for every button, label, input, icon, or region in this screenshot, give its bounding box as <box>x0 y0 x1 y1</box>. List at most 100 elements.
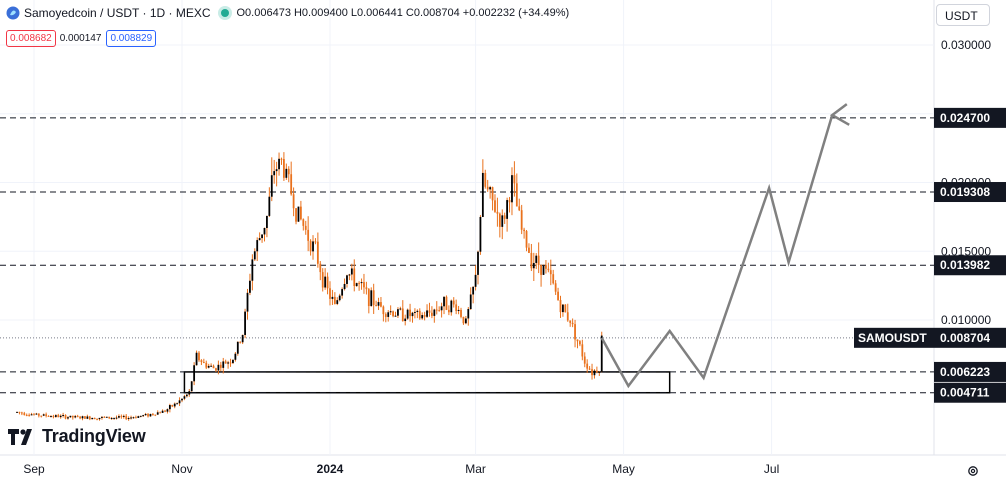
candle-body <box>428 310 431 313</box>
candle-body <box>433 309 436 316</box>
candle-body <box>88 416 91 420</box>
candle-body <box>569 320 572 323</box>
candle-body <box>299 206 302 220</box>
candle-body <box>166 409 169 412</box>
buy-price-button[interactable]: 0.008829 <box>106 30 157 47</box>
candle-body <box>547 268 550 271</box>
candle-body <box>101 416 103 418</box>
candle-body <box>118 416 120 418</box>
symbol-title[interactable]: Samoyedcoin / USDT · 1D · MEXC <box>24 6 211 20</box>
candle-body <box>462 316 465 324</box>
candle-body <box>193 365 196 382</box>
candle-body <box>35 413 38 415</box>
candle-body <box>562 304 564 313</box>
candle-body <box>416 310 419 312</box>
candle-body <box>67 417 69 419</box>
projection-layer <box>600 103 850 389</box>
candle-body <box>520 210 523 230</box>
candle-body <box>375 304 377 306</box>
candle-body <box>445 296 448 310</box>
candle-body <box>312 241 314 252</box>
candle-body <box>333 296 336 304</box>
projection-path <box>600 103 850 389</box>
candle-body <box>47 415 50 417</box>
candle-body <box>494 200 496 212</box>
candle-body <box>224 361 227 364</box>
symbol-tag-label: SAMOUSDT <box>858 331 927 345</box>
price-tick-label: 0.030000 <box>941 38 991 52</box>
candle-body <box>540 264 542 275</box>
time-tick-label: May <box>612 462 635 476</box>
candle-body <box>440 306 443 311</box>
candle-body <box>212 365 215 369</box>
candle-body <box>392 311 394 317</box>
candle-body <box>457 309 460 312</box>
price-tick-label: 0.015000 <box>941 244 991 258</box>
candle-body <box>414 311 416 313</box>
candle-body <box>486 186 489 190</box>
candle-body <box>525 231 528 248</box>
candle-body <box>18 411 21 413</box>
candle-body <box>69 415 72 418</box>
candle-body <box>229 362 232 364</box>
market-open-dot <box>220 9 229 17</box>
candle-body <box>147 413 149 417</box>
candle-body <box>353 268 356 287</box>
candle-body <box>258 238 261 241</box>
candle-body <box>290 174 293 195</box>
candle-body <box>86 416 89 419</box>
candle-body <box>283 159 285 178</box>
candle-body <box>278 158 280 170</box>
candle-body <box>576 339 579 342</box>
candle-body <box>523 229 525 232</box>
candle-body <box>542 265 545 275</box>
candle-body <box>217 364 220 371</box>
candle-body <box>210 365 213 367</box>
candle-body <box>595 370 598 373</box>
candle-body <box>397 309 399 316</box>
candle-body <box>365 287 368 290</box>
candle-body <box>452 300 455 305</box>
candle-body <box>200 360 203 363</box>
candle-body <box>135 417 137 419</box>
candle-body <box>159 412 162 414</box>
candle-body <box>530 252 533 269</box>
tradingview-logo: TradingView <box>8 426 146 447</box>
price-axis-layer: 0.0300000.0250000.0200000.0150000.010000… <box>854 38 1006 403</box>
candle-body <box>16 411 18 413</box>
candle-body <box>481 172 484 217</box>
sell-price-button[interactable]: 0.008682 <box>6 30 56 47</box>
logo-text: TradingView <box>42 426 146 446</box>
candle-body <box>50 416 52 418</box>
candle-body <box>380 302 382 307</box>
candle-body <box>120 416 123 418</box>
candle-body <box>350 268 353 275</box>
candle-body <box>139 415 142 417</box>
candle-body <box>401 308 404 322</box>
candle-body <box>355 283 358 287</box>
candle-body <box>178 400 181 404</box>
candle-body <box>338 295 341 301</box>
settings-gear-icon[interactable] <box>966 464 980 478</box>
candles-layer <box>16 152 603 421</box>
candle-body <box>583 356 586 364</box>
candle-body <box>581 344 584 357</box>
candle-body <box>377 302 380 306</box>
candle-body <box>399 308 402 310</box>
candle-body <box>455 304 458 312</box>
candle-body <box>273 171 276 176</box>
candle-body <box>241 334 244 343</box>
candle-body <box>464 318 467 324</box>
candle-body <box>227 362 229 364</box>
candle-body <box>54 415 57 417</box>
candle-body <box>154 414 157 416</box>
candle-body <box>304 225 307 230</box>
candle-body <box>52 416 55 418</box>
candle-body <box>222 361 225 368</box>
candle-body <box>559 299 562 313</box>
candle-body <box>219 364 222 368</box>
currency-button[interactable]: USDT <box>936 4 990 26</box>
candle-body <box>394 315 397 317</box>
